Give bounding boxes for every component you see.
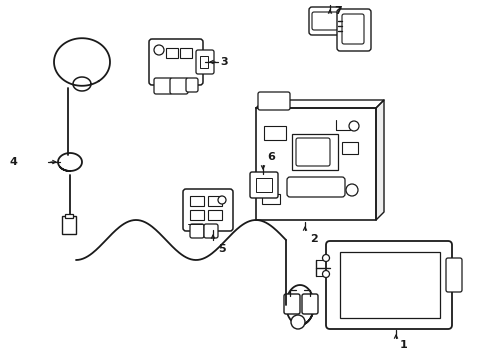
Bar xyxy=(190,210,203,220)
FancyBboxPatch shape xyxy=(149,39,203,85)
Bar xyxy=(256,108,375,220)
Text: 2: 2 xyxy=(309,234,317,244)
Bar xyxy=(200,56,207,68)
Text: 1: 1 xyxy=(399,340,407,350)
FancyBboxPatch shape xyxy=(203,224,218,238)
Circle shape xyxy=(218,196,225,204)
FancyBboxPatch shape xyxy=(196,50,214,74)
Polygon shape xyxy=(375,100,383,220)
FancyBboxPatch shape xyxy=(284,294,299,314)
Circle shape xyxy=(348,121,358,131)
FancyBboxPatch shape xyxy=(295,138,329,166)
Bar xyxy=(341,142,357,154)
Circle shape xyxy=(322,270,329,278)
Bar xyxy=(180,48,192,58)
Bar xyxy=(165,48,178,58)
FancyBboxPatch shape xyxy=(445,258,461,292)
FancyBboxPatch shape xyxy=(185,78,198,92)
Text: 7: 7 xyxy=(333,6,341,16)
Text: 4: 4 xyxy=(10,157,18,167)
Circle shape xyxy=(262,184,273,196)
Text: 3: 3 xyxy=(220,57,227,67)
Circle shape xyxy=(322,255,329,261)
FancyBboxPatch shape xyxy=(302,294,317,314)
FancyBboxPatch shape xyxy=(341,14,363,44)
FancyBboxPatch shape xyxy=(308,7,340,35)
Bar xyxy=(262,194,280,204)
Bar xyxy=(264,126,285,140)
Bar xyxy=(256,178,271,192)
Circle shape xyxy=(154,45,163,55)
Polygon shape xyxy=(256,100,383,108)
Bar xyxy=(207,210,222,220)
Text: 5: 5 xyxy=(218,244,225,254)
Text: 6: 6 xyxy=(266,152,274,162)
FancyBboxPatch shape xyxy=(336,9,370,51)
FancyBboxPatch shape xyxy=(249,172,278,198)
FancyBboxPatch shape xyxy=(170,78,187,94)
FancyBboxPatch shape xyxy=(311,12,337,30)
Circle shape xyxy=(346,184,357,196)
Circle shape xyxy=(290,315,305,329)
Bar xyxy=(190,196,203,206)
FancyBboxPatch shape xyxy=(183,189,232,231)
Bar xyxy=(291,134,337,170)
Bar xyxy=(65,214,73,218)
Bar xyxy=(207,196,222,206)
Bar xyxy=(62,216,76,234)
FancyBboxPatch shape xyxy=(286,177,345,197)
FancyBboxPatch shape xyxy=(154,78,172,94)
FancyBboxPatch shape xyxy=(325,241,451,329)
Bar xyxy=(339,252,439,318)
FancyBboxPatch shape xyxy=(190,224,203,238)
FancyBboxPatch shape xyxy=(258,92,289,110)
